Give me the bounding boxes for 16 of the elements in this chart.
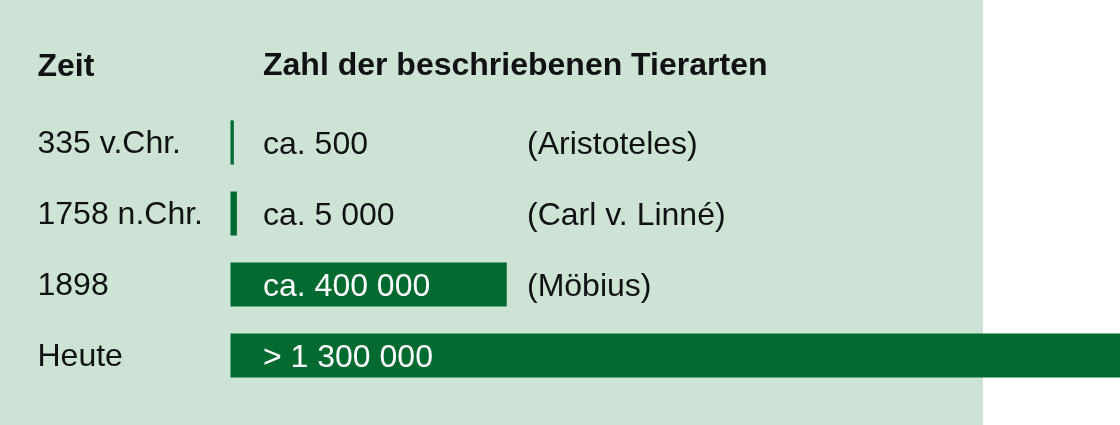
data-label: > 1 300 000 <box>263 337 433 374</box>
bar <box>230 333 1120 378</box>
y-tick-label: Heute <box>37 336 123 373</box>
data-label: ca. 500 <box>263 124 368 161</box>
y-axis-title: Zeit <box>37 46 95 83</box>
data-label: ca. 5 000 <box>263 195 395 232</box>
bar <box>230 191 237 236</box>
annotation: (Aristoteles) <box>527 124 698 161</box>
annotation: (Carl v. Linné) <box>527 195 726 232</box>
chart-title: Zahl der beschriebenen Tierarten <box>263 46 768 82</box>
y-tick-label: 1898 <box>37 265 109 302</box>
y-tick-label: 335 v.Chr. <box>37 123 181 160</box>
bar <box>230 262 507 307</box>
y-tick-label: 1758 n.Chr. <box>37 194 203 231</box>
data-label: ca. 400 000 <box>263 266 431 303</box>
annotation: (Möbius) <box>527 266 652 303</box>
